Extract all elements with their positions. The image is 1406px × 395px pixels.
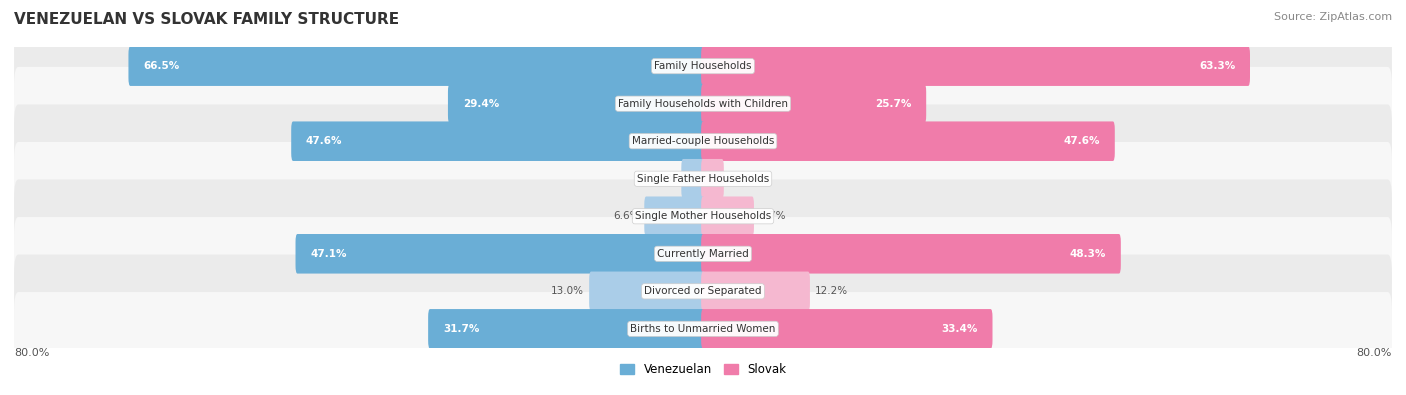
Text: Births to Unmarried Women: Births to Unmarried Women xyxy=(630,324,776,334)
FancyBboxPatch shape xyxy=(702,84,927,124)
Text: 63.3%: 63.3% xyxy=(1199,61,1236,71)
FancyBboxPatch shape xyxy=(702,271,810,311)
FancyBboxPatch shape xyxy=(449,84,704,124)
FancyBboxPatch shape xyxy=(682,159,704,199)
FancyBboxPatch shape xyxy=(14,254,1392,328)
FancyBboxPatch shape xyxy=(295,234,704,274)
Text: 13.0%: 13.0% xyxy=(551,286,583,296)
Text: Single Father Households: Single Father Households xyxy=(637,174,769,184)
FancyBboxPatch shape xyxy=(429,309,704,349)
FancyBboxPatch shape xyxy=(14,104,1392,178)
Text: 80.0%: 80.0% xyxy=(1357,348,1392,358)
Text: 2.3%: 2.3% xyxy=(650,174,676,184)
Text: Divorced or Separated: Divorced or Separated xyxy=(644,286,762,296)
Text: 66.5%: 66.5% xyxy=(143,61,180,71)
FancyBboxPatch shape xyxy=(702,234,1121,274)
Text: 6.6%: 6.6% xyxy=(613,211,640,221)
FancyBboxPatch shape xyxy=(589,271,704,311)
FancyBboxPatch shape xyxy=(14,29,1392,103)
FancyBboxPatch shape xyxy=(702,46,1250,86)
Text: 2.2%: 2.2% xyxy=(728,174,755,184)
Text: 47.6%: 47.6% xyxy=(1063,136,1099,146)
Text: 47.6%: 47.6% xyxy=(307,136,343,146)
Text: Source: ZipAtlas.com: Source: ZipAtlas.com xyxy=(1274,12,1392,22)
Text: Family Households with Children: Family Households with Children xyxy=(619,99,787,109)
Text: 25.7%: 25.7% xyxy=(875,99,911,109)
FancyBboxPatch shape xyxy=(14,142,1392,216)
Text: 12.2%: 12.2% xyxy=(815,286,848,296)
Text: VENEZUELAN VS SLOVAK FAMILY STRUCTURE: VENEZUELAN VS SLOVAK FAMILY STRUCTURE xyxy=(14,12,399,27)
Text: 5.7%: 5.7% xyxy=(759,211,786,221)
FancyBboxPatch shape xyxy=(702,309,993,349)
FancyBboxPatch shape xyxy=(14,217,1392,291)
FancyBboxPatch shape xyxy=(14,292,1392,366)
Text: Currently Married: Currently Married xyxy=(657,249,749,259)
FancyBboxPatch shape xyxy=(702,196,754,236)
Text: Married-couple Households: Married-couple Households xyxy=(631,136,775,146)
Text: Single Mother Households: Single Mother Households xyxy=(636,211,770,221)
FancyBboxPatch shape xyxy=(14,179,1392,253)
FancyBboxPatch shape xyxy=(291,121,704,161)
FancyBboxPatch shape xyxy=(702,159,724,199)
Text: 31.7%: 31.7% xyxy=(443,324,479,334)
Text: 29.4%: 29.4% xyxy=(463,99,499,109)
Text: 80.0%: 80.0% xyxy=(14,348,49,358)
FancyBboxPatch shape xyxy=(644,196,704,236)
FancyBboxPatch shape xyxy=(14,67,1392,141)
FancyBboxPatch shape xyxy=(128,46,704,86)
Text: Family Households: Family Households xyxy=(654,61,752,71)
Legend: Venezuelan, Slovak: Venezuelan, Slovak xyxy=(616,358,790,381)
Text: 48.3%: 48.3% xyxy=(1070,249,1107,259)
FancyBboxPatch shape xyxy=(702,121,1115,161)
Text: 33.4%: 33.4% xyxy=(942,324,977,334)
Text: 47.1%: 47.1% xyxy=(311,249,347,259)
